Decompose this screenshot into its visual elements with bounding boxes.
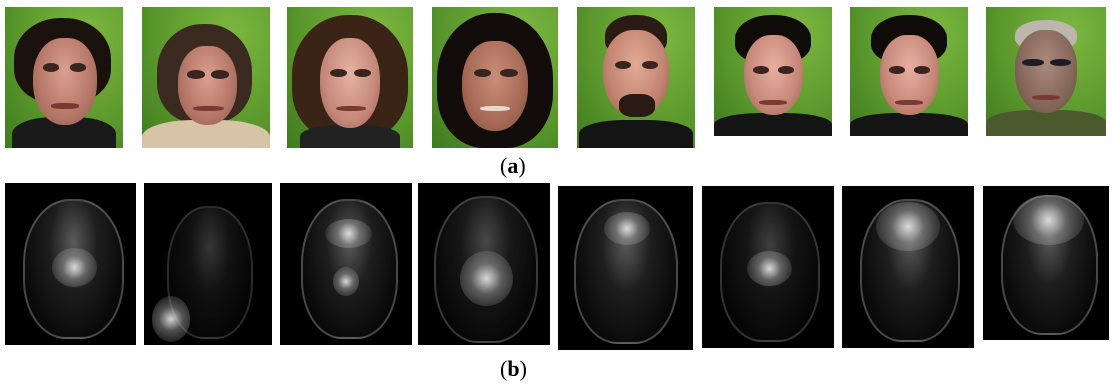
face-image-3 <box>287 7 413 148</box>
face-image-7 <box>850 7 968 136</box>
feature-map-image-3 <box>280 183 412 345</box>
feature-map-image-4 <box>418 183 550 345</box>
face-image-1 <box>5 7 123 148</box>
feature-map-image-1 <box>5 183 136 345</box>
subfigure-caption-b: (b) <box>500 358 527 380</box>
face-image-2 <box>142 7 270 148</box>
feature-map-image-5 <box>558 186 693 350</box>
face-image-4 <box>432 7 558 148</box>
caption-a-open: ( <box>500 153 508 178</box>
caption-b-letter: b <box>507 356 520 381</box>
feature-map-image-7 <box>842 186 974 348</box>
feature-map-image-2 <box>144 183 272 345</box>
face-image-8 <box>986 7 1106 136</box>
caption-a-close: ) <box>518 153 526 178</box>
face-image-6 <box>714 7 832 136</box>
caption-b-close: ) <box>519 356 527 381</box>
subfigure-caption-a: (a) <box>500 155 526 177</box>
caption-b-open: ( <box>500 356 508 381</box>
caption-a-letter: a <box>507 153 519 178</box>
feature-map-image-8 <box>983 186 1109 340</box>
face-image-5 <box>577 7 695 148</box>
feature-map-image-6 <box>702 186 834 348</box>
